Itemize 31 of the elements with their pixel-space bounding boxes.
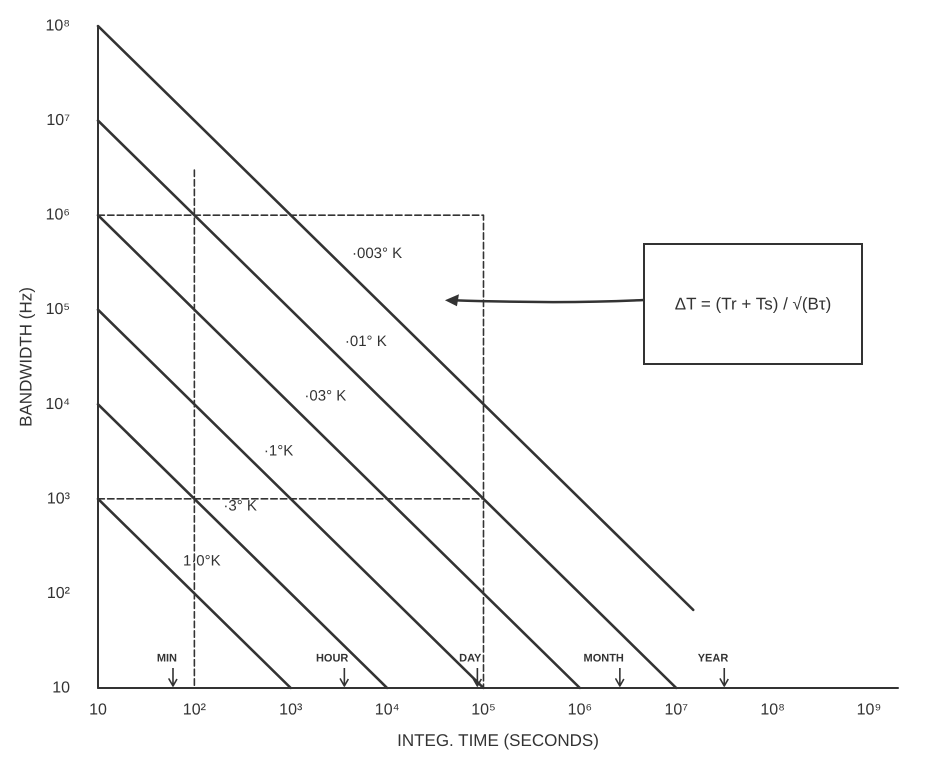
- x-tick-label: 10⁵: [471, 702, 496, 718]
- series-label: ·3° K: [223, 497, 257, 514]
- ref-line-label: MONTH: [584, 652, 624, 664]
- x-tick-label: 10⁹: [856, 702, 882, 718]
- x-tick-label: 10³: [279, 702, 303, 718]
- y-tick-label: 10⁶: [46, 206, 70, 224]
- y-axis-title: BANDWIDTH (Hz): [16, 287, 36, 427]
- y-tick-label: 10⁵: [46, 301, 70, 318]
- x-tick-label: 10⁶: [568, 702, 592, 718]
- series-label: 1·0°K: [182, 552, 221, 570]
- ref-line-label: DAY: [459, 652, 482, 664]
- ref-line-label: MIN: [156, 652, 178, 664]
- x-tick-label: 10⁴: [374, 702, 400, 718]
- x-tick-label: 10⁸: [760, 702, 785, 718]
- y-tick-label: 10⁴: [45, 396, 70, 413]
- y-tick-label: 10³: [46, 490, 71, 508]
- x-tick-label: 10: [89, 702, 107, 718]
- x-axis-title: INTEG. TIME (SECONDS): [397, 731, 599, 750]
- series-label: ·003° K: [352, 245, 402, 262]
- y-tick-label: 10⁷: [46, 112, 70, 130]
- series-label: ·03° K: [304, 388, 346, 405]
- x-tick-label: 10⁷: [664, 702, 688, 718]
- series-label: ·01° K: [344, 332, 387, 350]
- y-tick-label: 10: [52, 680, 70, 696]
- series-label: ·1°K: [264, 442, 294, 460]
- x-tick-label: 10²: [182, 702, 207, 718]
- y-tick-label: 10²: [46, 584, 71, 602]
- ref-line-label: HOUR: [316, 652, 348, 664]
- annotation: ΔT = (Tr + Ts) / √(Bτ): [674, 294, 832, 314]
- y-tick-label: 10⁸: [45, 18, 70, 34]
- ref-line-label: YEAR: [698, 652, 728, 664]
